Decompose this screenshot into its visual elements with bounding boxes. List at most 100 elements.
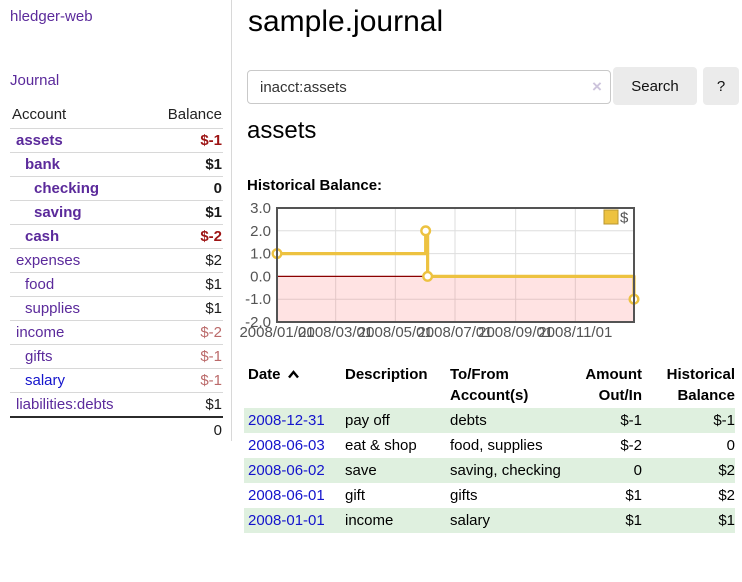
account-row-salary: salary $-1 — [10, 368, 223, 393]
app-brand-link[interactable]: hledger-web — [10, 8, 93, 25]
transaction-accounts: debts — [450, 412, 487, 429]
accounts-balance-table: Account Balance assets $-1 bank $1 check… — [10, 106, 223, 443]
account-row-food: food $1 — [10, 272, 223, 297]
transaction-balance: $2 — [718, 462, 735, 479]
account-balance: $1 — [147, 152, 223, 177]
description-column-header: Description — [345, 366, 428, 383]
account-link-gifts[interactable]: gifts — [25, 348, 53, 365]
account-row-checking: checking 0 — [10, 176, 223, 201]
account-row-income: income $-2 — [10, 320, 223, 345]
account-balance: 0 — [147, 176, 223, 201]
register-row: 2008-12-31 pay off debts $-1 $-1 — [244, 408, 735, 433]
svg-text:2008/05/01: 2008/05/01 — [358, 324, 433, 341]
transaction-date-link[interactable]: 2008-06-03 — [248, 437, 325, 454]
account-balance: $1 — [147, 200, 223, 225]
transaction-date-link[interactable]: 2008-12-31 — [248, 412, 325, 429]
account-balance: $-2 — [147, 224, 223, 249]
transaction-balance: $1 — [718, 512, 735, 529]
transaction-description: save — [345, 462, 377, 479]
account-heading: assets — [247, 117, 317, 144]
register-table: Date Description To/From Account(s) Amou… — [244, 362, 735, 533]
account-column-header: Account — [10, 106, 148, 129]
account-balance: $1 — [147, 296, 223, 321]
account-balance: $-2 — [147, 320, 223, 345]
account-link-income[interactable]: income — [16, 324, 65, 341]
svg-text:2008/11/01: 2008/11/01 — [538, 324, 612, 341]
account-link-saving[interactable]: saving — [34, 204, 82, 221]
account-link-liabilities-debts[interactable]: liabilities:debts — [16, 396, 114, 413]
transaction-date-link[interactable]: 2008-01-01 — [248, 512, 325, 529]
transaction-amount: $-1 — [620, 412, 642, 429]
accounts-total-row: 0 — [10, 416, 223, 443]
svg-text:$: $ — [620, 210, 629, 227]
svg-text:-1.0: -1.0 — [245, 291, 271, 308]
accounts-column-header: To/From Account(s) — [450, 366, 529, 404]
transaction-balance: 0 — [726, 437, 735, 454]
account-row-bank: bank $1 — [10, 152, 223, 177]
account-link-food[interactable]: food — [25, 276, 55, 293]
transaction-accounts: gifts — [450, 487, 478, 504]
balance-column-header: Balance — [147, 106, 223, 129]
transaction-balance: $2 — [718, 487, 735, 504]
account-link-checking[interactable]: checking — [34, 180, 100, 197]
svg-text:2008/09/01: 2008/09/01 — [478, 324, 553, 341]
register-row: 2008-06-02 save saving, checking 0 $2 — [244, 458, 735, 483]
account-link-bank[interactable]: bank — [25, 156, 61, 173]
accounts-total-value: 0 — [147, 416, 223, 443]
amount-column-header: Amount Out/In — [585, 366, 642, 404]
transaction-accounts: saving, checking — [450, 462, 561, 479]
account-link-assets[interactable]: assets — [16, 132, 63, 149]
svg-text:2.0: 2.0 — [250, 223, 271, 240]
transaction-amount: 0 — [633, 462, 642, 479]
account-row-saving: saving $1 — [10, 200, 223, 225]
account-link-supplies[interactable]: supplies — [25, 300, 81, 317]
search-input[interactable] — [247, 70, 611, 104]
register-row: 2008-01-01 income salary $1 $1 — [244, 508, 735, 533]
svg-text:0.0: 0.0 — [250, 268, 271, 285]
svg-text:1.0: 1.0 — [250, 246, 271, 263]
transaction-date-link[interactable]: 2008-06-01 — [248, 487, 325, 504]
sidebar-item-journal[interactable]: Journal — [10, 72, 60, 89]
register-row: 2008-06-03 eat & shop food, supplies $-2… — [244, 433, 735, 458]
transaction-amount: $-2 — [620, 437, 642, 454]
sort-ascending-icon — [287, 370, 299, 379]
transaction-accounts: food, supplies — [450, 437, 543, 454]
transaction-accounts: salary — [450, 512, 491, 529]
balance-column-header: Historical Balance — [666, 366, 735, 404]
svg-text:2008/01/01: 2008/01/01 — [240, 324, 315, 341]
svg-text:-2.0: -2.0 — [245, 314, 271, 331]
search-button[interactable]: Search — [613, 67, 697, 105]
date-header-label: Date — [248, 366, 281, 383]
register-row: 2008-06-01 gift gifts $1 $2 — [244, 483, 735, 508]
account-balance: $-1 — [147, 368, 223, 393]
account-balance: $1 — [147, 272, 223, 297]
transaction-description: income — [345, 512, 394, 529]
svg-text:3.0: 3.0 — [250, 200, 271, 217]
account-row-supplies: supplies $1 — [10, 296, 223, 321]
account-balance: $-1 — [147, 344, 223, 369]
transaction-date-link[interactable]: 2008-06-02 — [248, 462, 325, 479]
chart-title: Historical Balance: — [247, 177, 383, 194]
account-balance: $-1 — [147, 128, 223, 153]
transaction-description: gift — [345, 487, 366, 504]
date-column-header[interactable]: Date — [244, 362, 345, 408]
register-header-row: Date Description To/From Account(s) Amou… — [244, 362, 735, 408]
account-row-assets: assets $-1 — [10, 128, 223, 153]
transaction-balance: $-1 — [713, 412, 735, 429]
account-link-salary[interactable]: salary — [25, 372, 66, 389]
help-button[interactable]: ? — [703, 67, 739, 105]
account-row-liabilities-debts: liabilities:debts $1 — [10, 392, 223, 418]
page-title: sample.journal — [248, 5, 444, 38]
account-link-expenses[interactable]: expenses — [16, 252, 81, 269]
account-balance: $1 — [147, 392, 223, 418]
account-row-gifts: gifts $-1 — [10, 344, 223, 369]
transaction-description: eat & shop — [345, 437, 417, 454]
svg-text:2008/03/01: 2008/03/01 — [298, 324, 373, 341]
sidebar: hledger-web Journal Account Balance asse… — [0, 0, 232, 443]
clear-search-icon[interactable]: × — [592, 77, 602, 96]
historical-balance-chart: $3.0 2.0 1.0 0.0 -1.0 -2.0 2008/01/01 2008/03/0… — [239, 200, 640, 346]
transaction-amount: $1 — [625, 512, 642, 529]
transaction-description: pay off — [345, 412, 390, 429]
account-link-cash[interactable]: cash — [25, 228, 60, 245]
